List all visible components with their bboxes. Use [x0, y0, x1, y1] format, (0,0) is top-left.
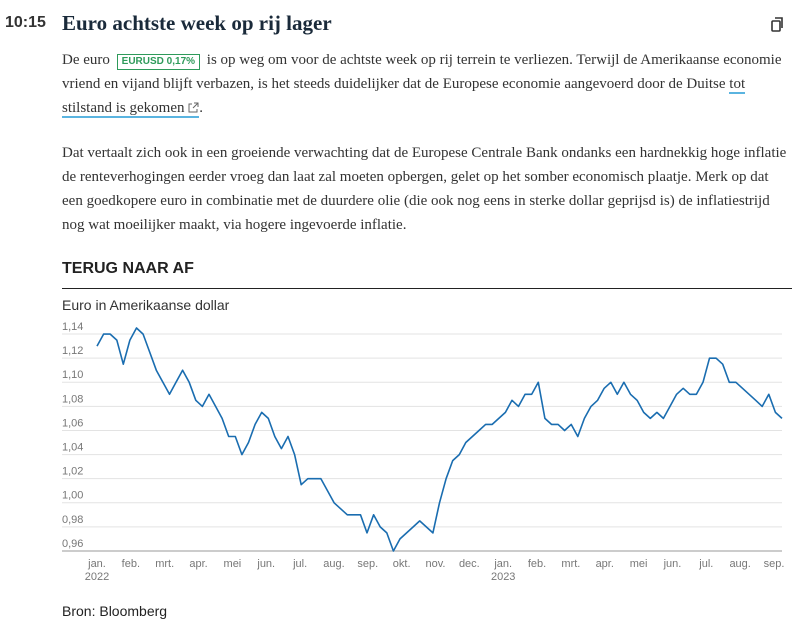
x-tick-label: okt. [393, 558, 411, 570]
chart-subtitle: Euro in Amerikaanse dollar [62, 297, 230, 313]
y-tick-label: 0,98 [62, 514, 83, 526]
x-tick-label: jan. [493, 558, 512, 570]
link[interactable]: tot stilstand is gekomen [62, 76, 746, 118]
x-tick-label: jan. [87, 558, 106, 570]
x-tick-label: mei [224, 558, 242, 570]
x-tick-label: sep. [357, 558, 378, 570]
x-tick-label: dec. [459, 558, 480, 570]
change: 0,17% [166, 56, 196, 67]
x-tick-label: sep. [764, 558, 785, 570]
x-tick-label: nov. [426, 558, 446, 570]
x-tick-label: mei [630, 558, 648, 570]
x-tick-label: jul. [292, 558, 307, 570]
x-tick-label: mrt. [155, 558, 174, 570]
x-year-label: 2022 [85, 571, 109, 583]
external-icon [188, 102, 199, 113]
paragraph: De euro EURUSD 0,17% is op weg om voor d… [62, 48, 790, 120]
rule [62, 288, 792, 289]
text: is op weg om voor de achtste week op rij… [62, 52, 782, 92]
x-tick-label: aug. [729, 558, 750, 570]
x-tick-label: apr. [189, 558, 207, 570]
ticker: EURUSD [121, 56, 164, 67]
y-tick-label: 1,00 [62, 490, 83, 502]
line [96, 327, 783, 552]
x-tick-label: mrt. [561, 558, 580, 570]
source: Bron: Bloomberg [62, 603, 168, 619]
y-tick-label: 1,12 [62, 345, 83, 357]
y-tick-label: 1,14 [62, 321, 83, 333]
x-tick-label: jun. [663, 558, 682, 570]
title: Euro achtste week op rij lager [62, 11, 332, 35]
paragraph: Dat vertaalt zich ook in een groeiende v… [62, 145, 787, 233]
link-text: tot stilstand is gekomen [62, 76, 746, 116]
x-tick-label: jul. [698, 558, 713, 570]
time: 10:15 [5, 14, 46, 31]
y-tick-label: 1,06 [62, 417, 83, 429]
x-tick-label: jun. [256, 558, 275, 570]
y-tick-label: 1,04 [62, 441, 83, 453]
text: . [199, 100, 203, 116]
x-year-label: 2023 [491, 571, 515, 583]
y-tick-label: 1,08 [62, 393, 83, 405]
x-tick-label: apr. [596, 558, 614, 570]
x-tick-label: feb. [528, 558, 546, 570]
y-tick-label: 0,96 [62, 538, 83, 550]
section-title: TERUG NAAR AF [62, 260, 194, 277]
x-tick-label: feb. [122, 558, 140, 570]
ticker-badge[interactable]: EURUSD 0,17% [116, 54, 201, 70]
copy-icon[interactable] [771, 17, 783, 32]
text: De euro [62, 52, 110, 68]
x-tick-label: aug. [323, 558, 344, 570]
y-tick-label: 1,02 [62, 466, 83, 478]
y-tick-label: 1,10 [62, 369, 83, 381]
